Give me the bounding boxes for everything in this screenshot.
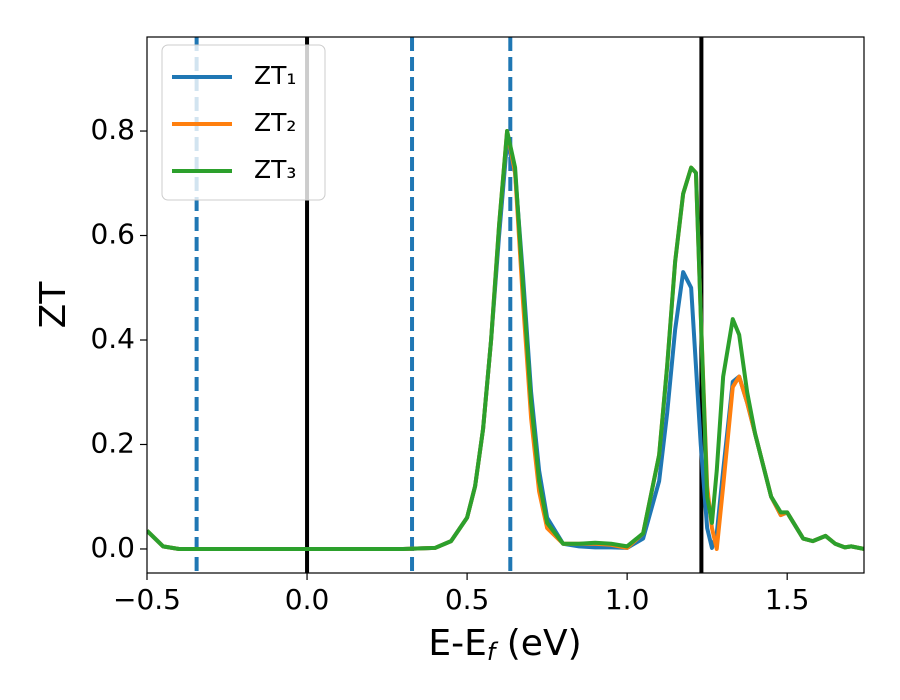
x-label-part: E-E (428, 623, 486, 664)
y-tick-label: 0.8 (90, 113, 135, 146)
plot-frame (146, 36, 865, 574)
legend-label: ZT₂ (254, 108, 296, 137)
y-tick-label: 0.2 (90, 426, 135, 459)
x-tick-label: −0.5 (113, 583, 181, 616)
y-tick-label: 0.6 (90, 218, 135, 251)
x-tick-label: 0.5 (445, 583, 490, 616)
y-axis-label: ZT (33, 281, 74, 329)
x-tick-label: 1.0 (605, 583, 650, 616)
y-tick-label: 0.4 (90, 322, 135, 355)
x-tick-label: 0.0 (285, 583, 330, 616)
x-tick-label: 1.5 (765, 583, 810, 616)
legend-box (161, 44, 326, 201)
y-tick-label: 0.0 (90, 531, 135, 564)
x-label-part: (eV) (495, 623, 581, 664)
legend-label: ZT₁ (254, 61, 296, 90)
series-line (147, 129, 864, 551)
legend: ZT₁ ZT₂ ZT₃ (161, 44, 326, 201)
legend-label: ZT₃ (254, 155, 296, 184)
x-axis-label: E-Ef (eV) (428, 623, 581, 666)
